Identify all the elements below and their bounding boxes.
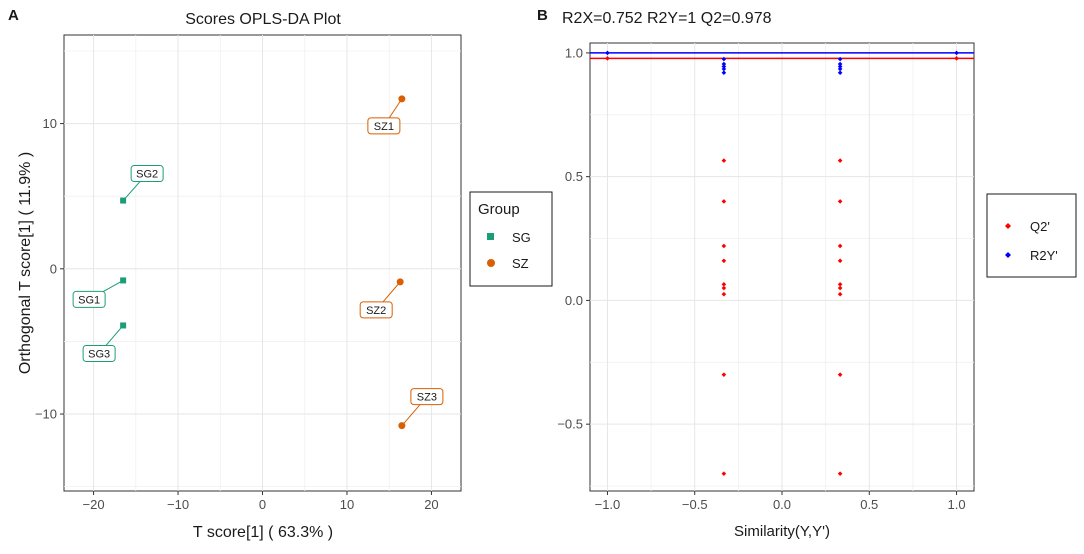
panel-a-x-tick-label: −10 (167, 497, 189, 512)
diamond-marker-r2y (837, 61, 843, 67)
panel-b-label: B (537, 7, 548, 24)
point-label-box (367, 117, 401, 135)
diamond-marker-q2 (721, 158, 727, 163)
point-marker-sg2 (120, 197, 127, 204)
diamond-marker-r2y (605, 50, 610, 56)
panel-a-ticks: −20 −10 0 10 20 −10 0 10 (35, 116, 439, 512)
diamond-marker-r2y (954, 50, 959, 56)
legend-r2y-label: R2Y' (1030, 248, 1058, 263)
point-label-sz3: SZ3 (417, 392, 437, 404)
diamond-marker-r2y (837, 70, 843, 76)
panel-a-x-tick-label: 20 (424, 497, 438, 512)
diamond-marker-q2 (837, 471, 843, 476)
panel-a-x-tick-label: 10 (340, 497, 354, 512)
panel-b-x-tick-label: 0.0 (773, 497, 791, 512)
point-marker-sg1 (120, 277, 127, 284)
panel-a-y-tick-label: −10 (35, 407, 57, 422)
point-label-box (359, 301, 393, 319)
point-marker-sz1 (398, 95, 406, 103)
legend-sz-label: SZ (512, 256, 529, 271)
legend-r2y-diamond-marker (1005, 252, 1011, 258)
point-label-box (130, 165, 164, 183)
diamond-marker-q2 (605, 56, 610, 61)
point-marker-sz3 (398, 422, 406, 430)
diamond-marker-q2 (721, 243, 727, 249)
point-marker-sz2 (396, 278, 404, 286)
point-label-sg1: SG1 (78, 294, 100, 306)
diamond-marker-q2 (837, 372, 843, 377)
diamond-marker-q2 (721, 199, 727, 204)
diamond-marker-q2 (837, 258, 843, 264)
diamond-marker-q2 (721, 471, 727, 476)
diamond-marker-q2 (837, 199, 843, 204)
diamond-marker-r2y (837, 64, 843, 69)
diamond-marker-q2 (721, 285, 727, 291)
legend-q2-label: Q2' (1030, 219, 1050, 234)
diamond-marker-r2y (721, 70, 727, 76)
point-label-box (82, 344, 116, 362)
panel-a-gridlines (64, 35, 461, 491)
panel-b-x-tick-label: 0.5 (860, 497, 878, 512)
panel-b-y-tick-label: 0.0 (565, 293, 583, 308)
diamond-marker-r2y (721, 61, 727, 67)
panel-a-points: SZ1 SG2 SG1 SZ2 SG3 SZ3 (72, 95, 444, 430)
panel-a-label: A (8, 7, 19, 24)
diamond-marker-r2y (837, 66, 843, 72)
panel-b-y-tick-label: −0.5 (557, 417, 583, 432)
diamond-marker-r2y (721, 56, 727, 62)
point-label-sz1: SZ1 (374, 121, 394, 133)
panel-b-x-axis-label: Similarity(Y,Y') (734, 523, 830, 540)
legend-sg-label: SG (512, 230, 531, 245)
diamond-marker-q2 (837, 243, 843, 249)
diamond-marker-q2 (721, 282, 727, 287)
panel-b-title: R2X=0.752 R2Y=1 Q2=0.978 (562, 10, 772, 27)
diamond-marker-q2 (837, 291, 843, 297)
panel-a-x-tick-label: −20 (83, 497, 105, 512)
diamond-marker-q2 (837, 282, 843, 287)
point-marker-sg3 (120, 322, 127, 329)
panel-b-x-tick-label: −1.0 (595, 497, 621, 512)
diamond-marker-q2 (721, 291, 727, 297)
panel-a-x-tick-label: 0 (259, 497, 266, 512)
panel-a-y-axis-label: Orthogonal T score[1] ( 11.9% ) (17, 152, 34, 374)
panel-b-y-tick-label: 1.0 (565, 45, 583, 60)
panel-a-legend-box (469, 191, 553, 287)
point-label-box (410, 388, 444, 406)
point-label-box (72, 290, 106, 308)
panel-b-x-tick-label: −0.5 (682, 497, 708, 512)
diamond-marker-q2 (721, 258, 727, 264)
diamond-marker-q2 (721, 372, 727, 377)
panel-a-x-axis-label: T score[1] ( 63.3% ) (193, 524, 333, 541)
diamond-marker-q2 (954, 56, 959, 61)
panel-b-points (590, 50, 974, 476)
diamond-marker-q2 (837, 158, 843, 163)
diamond-marker-r2y (721, 64, 727, 69)
point-label-sz2: SZ2 (366, 305, 386, 317)
legend-q2-diamond-marker (1005, 223, 1011, 229)
panel-b-legend-box (986, 193, 1077, 278)
panel-a-y-tick-label: 0 (50, 261, 57, 276)
diamond-marker-r2y (837, 56, 843, 62)
diamond-marker-q2 (837, 285, 843, 291)
point-label-sg3: SG3 (88, 348, 110, 360)
point-label-sg2: SG2 (136, 169, 158, 181)
panel-a-legend-title: Group (478, 201, 520, 218)
panel-a-title: Scores OPLS-DA Plot (185, 11, 341, 28)
panel-b-y-tick-label: 0.5 (565, 169, 583, 184)
diamond-marker-r2y (721, 66, 727, 72)
panel-b-x-tick-label: 1.0 (948, 497, 966, 512)
panel-b-ticks: −1.0 −0.5 0.0 0.5 1.0 −0.5 0.0 0.5 1.0 (557, 45, 965, 512)
legend-sg-square-marker (487, 233, 494, 240)
legend-sz-circle-marker (487, 259, 495, 267)
panel-a-y-tick-label: 10 (43, 116, 57, 131)
